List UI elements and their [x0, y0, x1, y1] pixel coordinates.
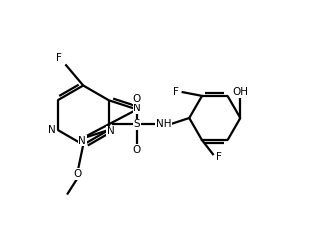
- Text: N: N: [106, 127, 114, 136]
- Text: OH: OH: [232, 87, 248, 98]
- Text: O: O: [133, 94, 141, 104]
- Text: N: N: [133, 103, 141, 113]
- Text: F: F: [173, 87, 179, 97]
- Text: N: N: [78, 136, 86, 146]
- Text: F: F: [56, 53, 62, 64]
- Text: O: O: [133, 145, 141, 155]
- Text: N: N: [48, 125, 56, 135]
- Text: S: S: [134, 119, 140, 129]
- Text: NH: NH: [156, 119, 171, 129]
- Text: O: O: [73, 169, 81, 179]
- Text: F: F: [216, 152, 222, 162]
